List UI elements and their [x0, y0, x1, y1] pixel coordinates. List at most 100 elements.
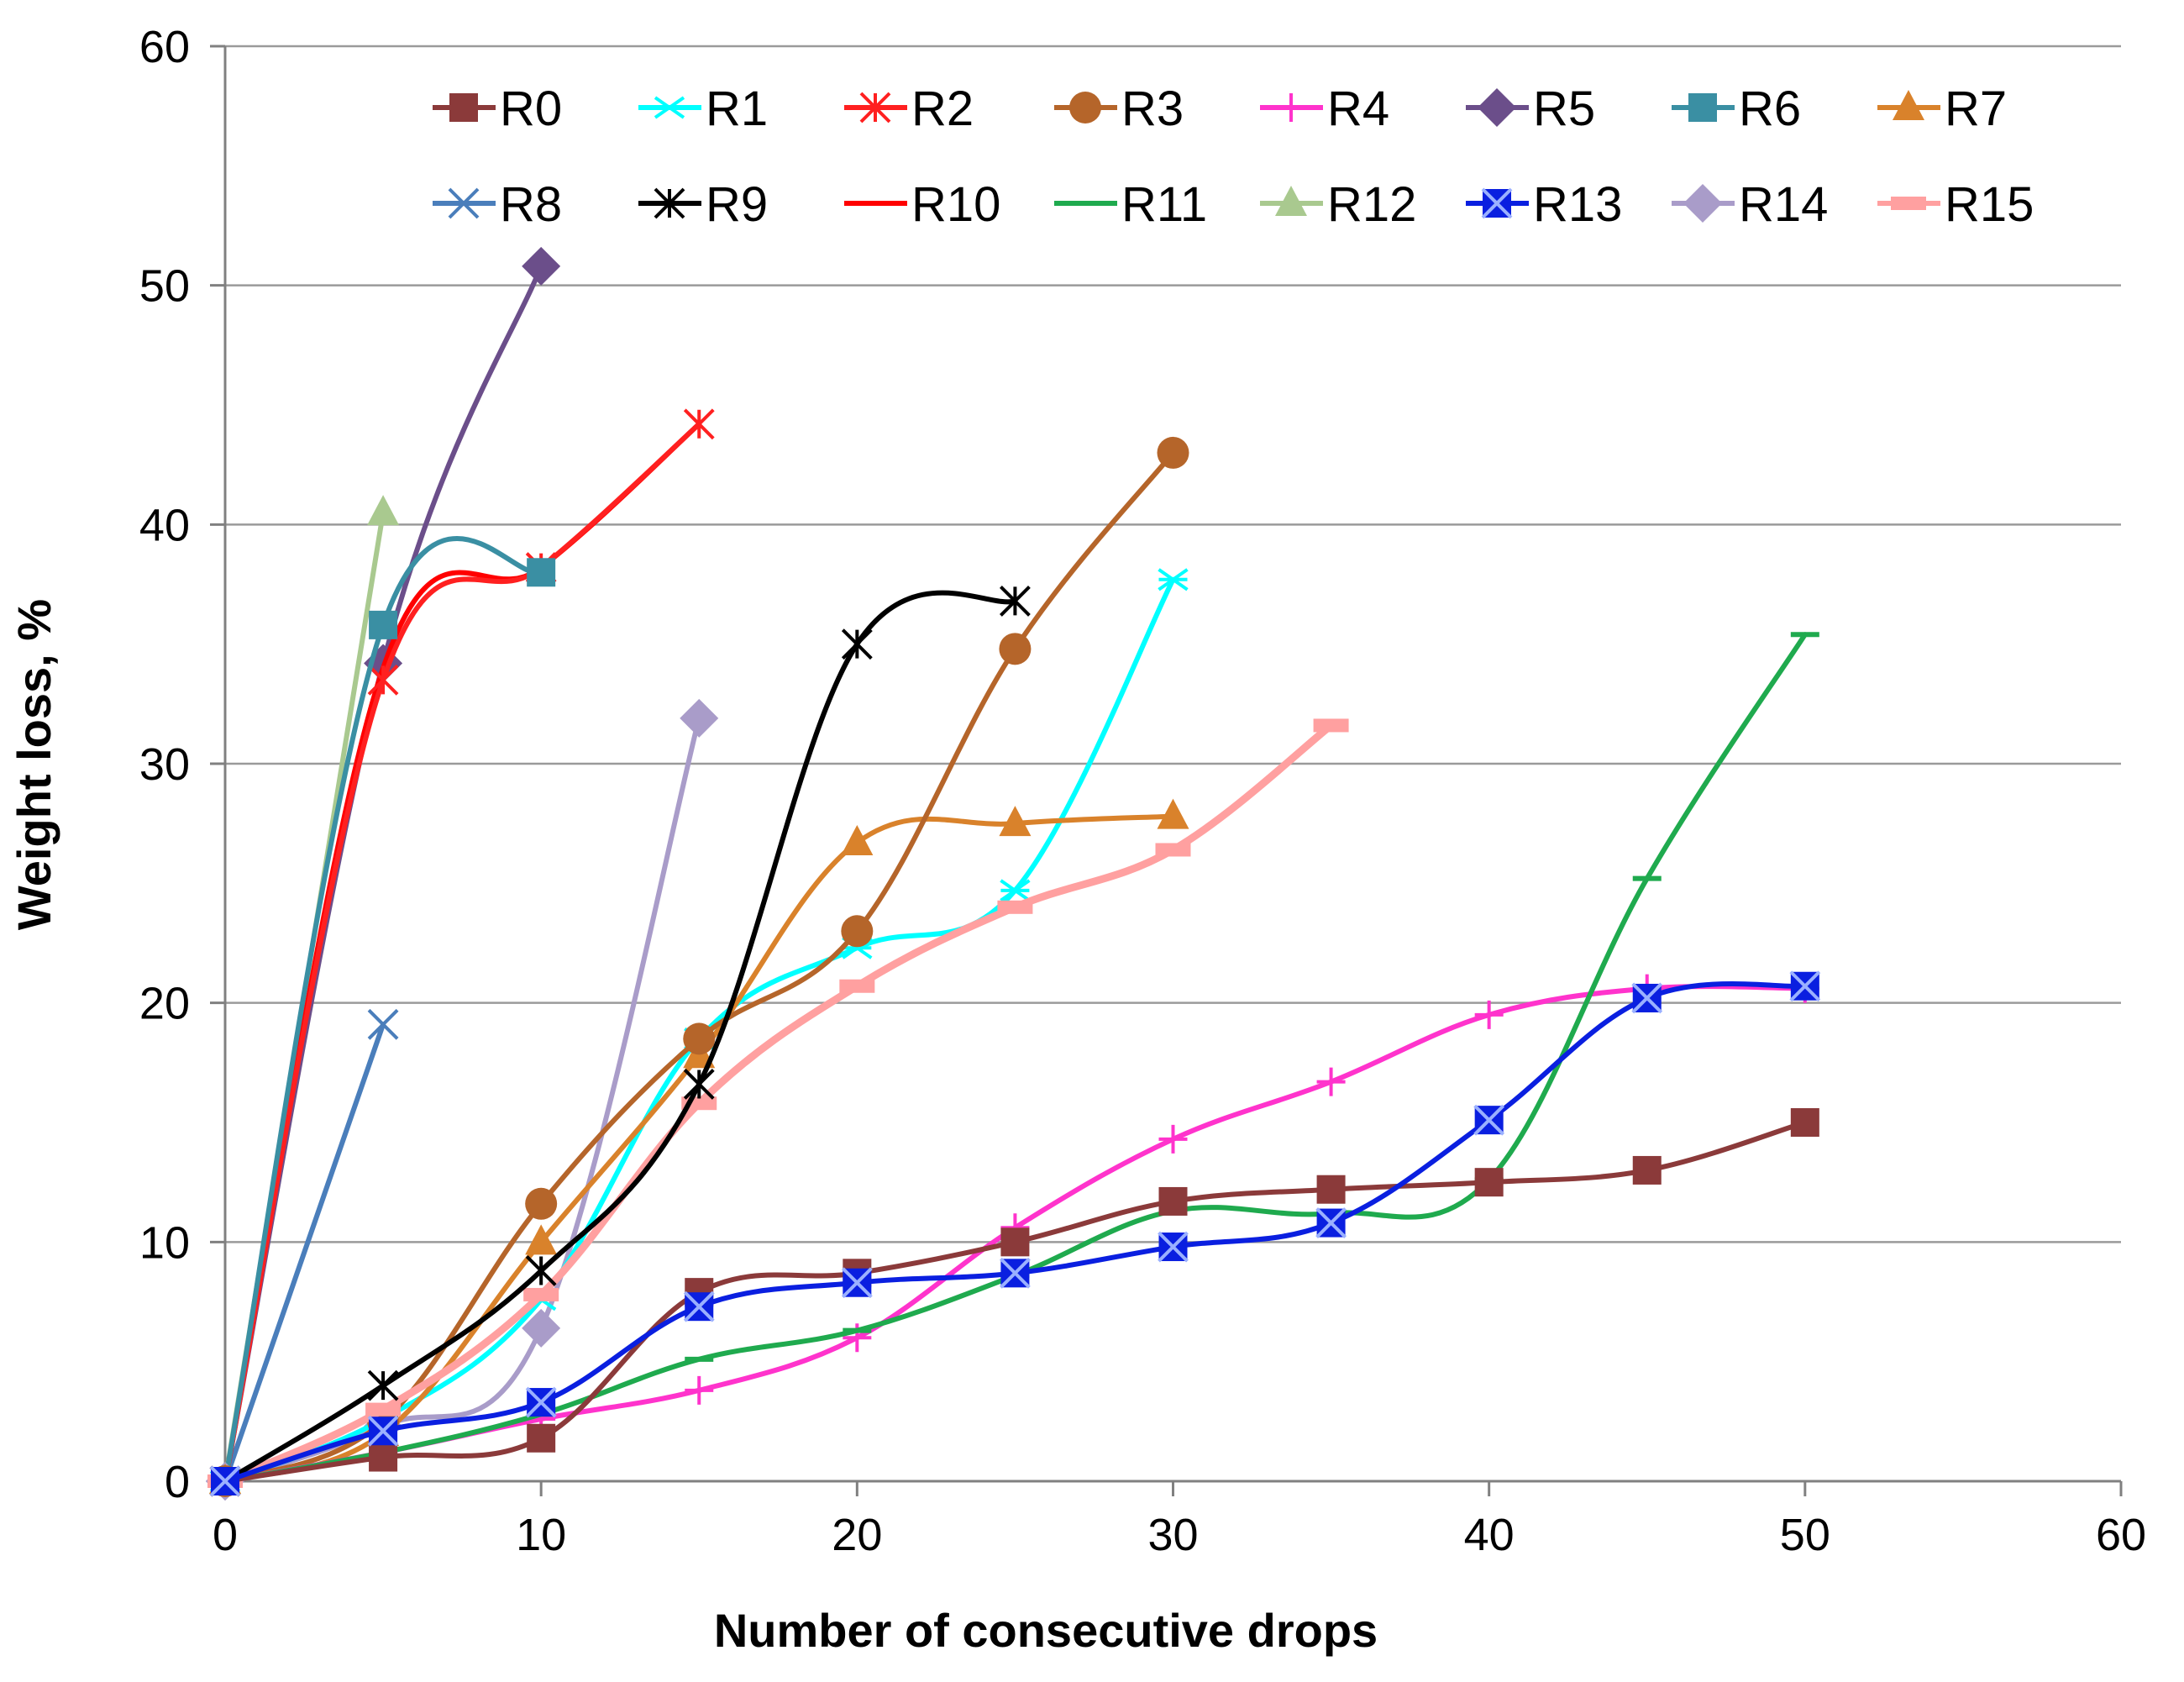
data-point [1158, 1231, 1189, 1263]
data-point [527, 558, 556, 587]
series-line [223, 421, 702, 1484]
axes: 0 10 20 30 40 50 60 0 10 20 30 40 50 60 [139, 22, 2146, 1560]
data-point-cross [1000, 1257, 1031, 1289]
legend-label: R6 [1739, 81, 1801, 136]
legend-item-r15: R15 [1877, 177, 2034, 232]
y-tick-label: 40 [139, 500, 190, 550]
data-point-cross [1789, 970, 1821, 1002]
data-point [841, 824, 874, 855]
legend-item-r10: R10 [844, 177, 1000, 232]
data-point [999, 633, 1032, 665]
data-point [1000, 879, 1031, 902]
data-point [209, 1465, 241, 1497]
data-point [1789, 970, 1821, 1002]
data-point [1632, 1155, 1662, 1185]
series-r11 [211, 632, 1819, 1484]
data-point [654, 96, 685, 119]
data-point [367, 1369, 399, 1401]
legend: R0 R1 R2 R3 R4 R5 R6 R7 R8 R9 R10 R11 R12 R13 R14 R15 [433, 81, 2034, 232]
x-tick-label: 50 [1780, 1510, 1830, 1560]
data-point [1481, 187, 1513, 219]
legend-item-r6: R6 [1672, 81, 1801, 136]
data-point [367, 1008, 399, 1040]
data-point [1158, 1186, 1188, 1216]
legend-label: R8 [500, 177, 562, 232]
data-point-cross [683, 1290, 715, 1322]
legend-label: R12 [1327, 177, 1416, 232]
data-point-cross [525, 1386, 557, 1418]
data-point [522, 1308, 561, 1348]
legend-label: R2 [911, 81, 974, 136]
data-point [1000, 586, 1031, 617]
data-point [1315, 1207, 1347, 1238]
legend-label: R0 [500, 81, 562, 136]
series-line [221, 721, 1336, 1485]
data-point [523, 1287, 559, 1301]
legend-label: R5 [1533, 81, 1595, 136]
legend-label: R14 [1739, 177, 1828, 232]
data-point-cross [1631, 982, 1663, 1014]
data-point [1790, 1108, 1819, 1137]
series-line [223, 536, 544, 1484]
legend-label: R4 [1327, 81, 1389, 136]
x-tick-label: 10 [516, 1510, 566, 1560]
data-point [1275, 186, 1307, 216]
series-r0 [211, 1108, 1819, 1495]
legend-item-r0: R0 [433, 81, 562, 136]
data-point [449, 93, 478, 122]
data-point [1158, 1124, 1188, 1154]
y-tick-label: 60 [139, 22, 190, 72]
data-point [841, 915, 874, 948]
data-point [525, 1255, 557, 1286]
legend-item-r11: R11 [1054, 177, 1207, 232]
series-line [223, 590, 1018, 1484]
data-point-cross [1481, 187, 1513, 219]
data-point [685, 1375, 714, 1405]
data-point-cross [841, 1267, 873, 1299]
data-point [1893, 90, 1924, 120]
data-point [680, 698, 719, 738]
y-tick-label: 50 [139, 261, 190, 312]
data-point [683, 408, 715, 440]
data-point [859, 92, 891, 124]
legend-label: R11 [1121, 177, 1207, 232]
data-point [1313, 718, 1349, 733]
legend-item-r1: R1 [638, 81, 768, 136]
x-tick-label: 60 [2096, 1510, 2146, 1560]
data-point [367, 495, 400, 526]
data-point [527, 1423, 556, 1453]
x-tick-label: 20 [832, 1510, 882, 1560]
data-point [1000, 1227, 1030, 1257]
data-point-cross [1473, 1104, 1505, 1136]
legend-item-r3: R3 [1054, 81, 1184, 136]
legend-item-r2: R2 [844, 81, 974, 136]
data-point [999, 806, 1032, 837]
data-point [365, 1402, 402, 1417]
y-tick-label: 30 [139, 739, 190, 790]
data-point [448, 187, 480, 219]
data-point [369, 610, 398, 639]
series-line [223, 1022, 386, 1484]
legend-item-r12: R12 [1260, 177, 1416, 232]
legend-item-r9: R9 [638, 177, 768, 232]
y-axis-title: Weight loss, % [8, 599, 60, 930]
data-point [525, 1224, 558, 1255]
series-line [223, 632, 1808, 1484]
data-point-cross [1315, 1207, 1347, 1238]
data-point-cross [1158, 1231, 1189, 1263]
data-point [839, 979, 875, 993]
legend-label: R1 [706, 81, 768, 136]
data-point-cross [367, 1415, 399, 1447]
data-point [1891, 197, 1926, 210]
legend-label: R3 [1121, 81, 1184, 136]
y-tick-label: 10 [139, 1217, 190, 1268]
x-axis-title: Number of consecutive drops [714, 1604, 1378, 1657]
series-line [223, 715, 702, 1484]
y-tick-label: 20 [139, 979, 190, 1029]
series-r5 [206, 246, 561, 1501]
series-r13 [209, 970, 1821, 1497]
data-point [1473, 1104, 1505, 1136]
series-lines [206, 246, 1821, 1501]
data-point [1316, 1067, 1346, 1096]
